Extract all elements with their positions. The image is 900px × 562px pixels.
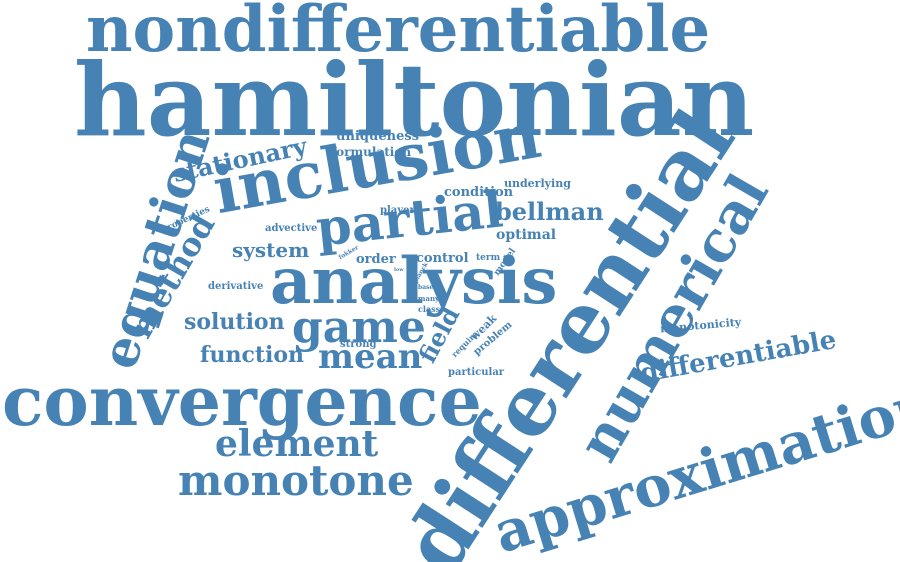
word-condition: condition — [444, 185, 514, 200]
word-mean: mean — [318, 337, 423, 377]
word-convergence: convergence — [2, 362, 482, 442]
word-underlying: underlying — [504, 177, 571, 190]
word-function: function — [200, 342, 305, 368]
word-control: control — [416, 251, 469, 266]
word-optimal: optimal — [496, 227, 557, 243]
word-bellman: bellman — [495, 197, 604, 226]
word-hamiltonian: hamiltonian — [74, 41, 755, 159]
word-analysis: analysis — [270, 244, 558, 319]
word-many: many — [418, 294, 440, 303]
word-solution: solution — [184, 309, 285, 335]
word-particular: particular — [448, 367, 505, 378]
word-class: class — [418, 304, 441, 314]
word-system: system — [232, 238, 310, 262]
word-formulation: formulation — [331, 145, 412, 159]
word-advective: advective — [265, 223, 318, 234]
word-order: order — [356, 252, 396, 267]
word-low: low — [394, 267, 404, 273]
word-monotone: monotone — [178, 456, 414, 505]
word-uniqueness: uniqueness — [336, 129, 420, 144]
word-nondifferentiable: nondifferentiable — [86, 0, 711, 67]
word-base: base — [418, 284, 434, 291]
word-player: player — [380, 205, 415, 216]
word-term: term — [476, 253, 501, 263]
word-derivative: derivative — [208, 281, 264, 292]
word-strong: strong — [340, 339, 377, 350]
word-element: element — [215, 423, 379, 465]
word-game: game — [292, 302, 426, 353]
